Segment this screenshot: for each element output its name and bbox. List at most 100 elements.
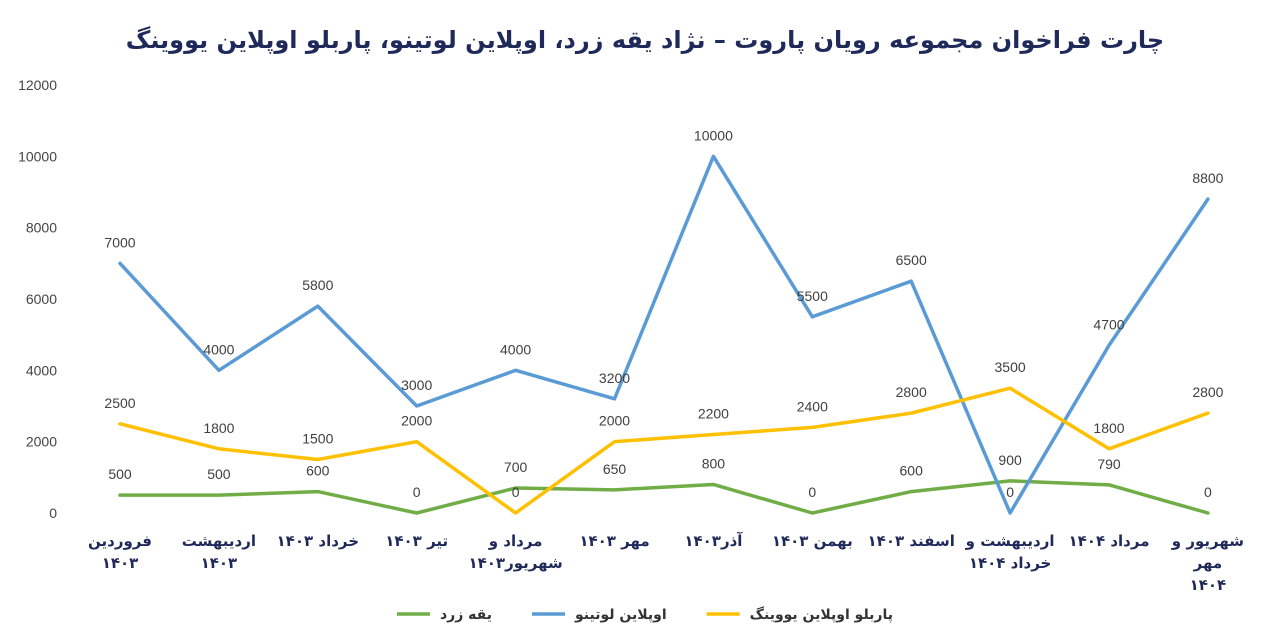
x-tick-label: خرداد ۱۴۰۳ xyxy=(277,532,360,550)
data-point xyxy=(1008,511,1012,515)
legend-label: پاربلو اوپلاین یووینگ xyxy=(750,606,893,623)
x-axis: فروردین ۱۴۰۳ اردیبهشت ۱۴۰۳ خرداد ۱۴۰۳ تیر ۱۴۰… xyxy=(88,532,1244,594)
x-tick-label-line: اردیبهشت و xyxy=(965,532,1055,550)
data-point xyxy=(1107,483,1111,487)
data-label: 500 xyxy=(207,466,231,482)
data-point xyxy=(415,404,419,408)
y-tick-label: 0 xyxy=(49,505,57,521)
x-tick-label-line: خرداد ۱۴۰۳ xyxy=(277,532,360,550)
data-label: 0 xyxy=(1204,484,1212,500)
x-tick-label: اسفند ۱۴۰۳ xyxy=(868,532,955,550)
data-label: 5800 xyxy=(302,277,333,293)
data-label: 800 xyxy=(702,455,726,471)
data-point xyxy=(711,154,715,158)
chart-title: چارت فراخوان مجموعه رویان پاروت – نژاد ی… xyxy=(126,26,1164,54)
data-label: 5500 xyxy=(797,288,828,304)
x-tick-label-line: اردیبهشت xyxy=(182,532,256,550)
legend-label: یقه زرد xyxy=(440,607,492,623)
data-point xyxy=(909,279,913,283)
data-point xyxy=(514,511,518,515)
y-tick-label: 12000 xyxy=(18,77,57,93)
data-point xyxy=(1206,511,1210,515)
data-point xyxy=(810,425,814,429)
data-label: 2400 xyxy=(797,398,828,414)
data-label: 8800 xyxy=(1192,170,1223,186)
data-point xyxy=(118,493,122,497)
x-tick-label-line: تیر ۱۴۰۳ xyxy=(385,532,448,550)
data-label: 6500 xyxy=(896,252,927,268)
data-label: 4000 xyxy=(500,341,531,357)
x-tick-label: مرداد و شهریور۱۴۰۳ xyxy=(468,532,562,572)
y-axis: 0 2000 4000 6000 8000 10000 12000 xyxy=(18,77,57,521)
x-tick-label-line: ۱۴۰۳ xyxy=(102,554,139,572)
data-point xyxy=(415,511,419,515)
data-point xyxy=(1008,479,1012,483)
x-tick-label-line: ۱۴۰۴ xyxy=(1190,576,1227,594)
x-tick-label-line: مرداد ۱۴۰۴ xyxy=(1068,532,1149,550)
data-point xyxy=(810,315,814,319)
data-point xyxy=(118,422,122,426)
x-tick-label: فروردین ۱۴۰۳ xyxy=(88,532,152,572)
data-point xyxy=(415,440,419,444)
data-point xyxy=(613,440,616,444)
y-tick-label: 8000 xyxy=(26,220,57,236)
data-point xyxy=(909,411,913,415)
legend-label: اوپلاین لوتینو xyxy=(574,607,667,623)
series-line xyxy=(118,154,1210,515)
data-label: 1500 xyxy=(302,431,333,447)
x-tick-label-line: ۱۴۰۳ xyxy=(201,554,238,572)
data-label: 3000 xyxy=(401,377,432,393)
data-label: 650 xyxy=(603,461,627,477)
data-label: 3500 xyxy=(995,359,1026,375)
data-point xyxy=(909,490,913,494)
x-tick-label-line: شهریور و xyxy=(1171,532,1244,550)
data-point xyxy=(118,261,122,265)
x-tick-label: بهمن ۱۴۰۳ xyxy=(772,532,853,550)
data-point xyxy=(613,397,616,401)
x-tick-label: شهریور و مهر ۱۴۰۴ xyxy=(1171,532,1244,594)
data-label: 4000 xyxy=(203,341,234,357)
data-label: 1800 xyxy=(203,420,234,436)
data-point xyxy=(316,490,320,494)
x-tick-label-line: خرداد ۱۴۰۴ xyxy=(969,554,1052,572)
data-labels: 500 500 600 0 700 650 800 0 600 900 790 0 7000 4000 58… xyxy=(104,127,1223,500)
data-point xyxy=(1206,411,1210,415)
y-tick-label: 4000 xyxy=(26,362,57,378)
data-point xyxy=(514,486,518,490)
data-label: 0 xyxy=(808,484,816,500)
data-label: 7000 xyxy=(104,234,135,250)
x-tick-label-line: بهمن ۱۴۰۳ xyxy=(772,532,853,550)
x-tick-label-line: آذر۱۴۰۳ xyxy=(684,532,743,550)
data-label: 700 xyxy=(504,459,528,475)
data-label: 0 xyxy=(413,484,421,500)
data-label: 2500 xyxy=(104,395,135,411)
data-point xyxy=(810,511,814,515)
data-label: 2000 xyxy=(401,413,432,429)
x-tick-label: آذر۱۴۰۳ xyxy=(684,532,743,550)
data-point xyxy=(1008,386,1012,390)
y-tick-label: 6000 xyxy=(26,291,57,307)
x-tick-label: اردیبهشت ۱۴۰۳ xyxy=(182,532,256,572)
data-label: 3200 xyxy=(599,370,630,386)
data-point xyxy=(711,433,715,437)
x-tick-label: مرداد ۱۴۰۴ xyxy=(1068,532,1149,550)
data-label: 500 xyxy=(108,466,132,482)
data-point xyxy=(613,488,616,492)
x-tick-label: اردیبهشت و خرداد ۱۴۰۴ xyxy=(965,532,1055,572)
data-label: 2200 xyxy=(698,406,729,422)
x-tick-label-line: مهر xyxy=(1193,554,1223,572)
x-tick-label-line: مرداد و xyxy=(488,532,543,550)
x-tick-label-line: اسفند ۱۴۰۳ xyxy=(868,532,955,550)
data-label: 4700 xyxy=(1093,316,1124,332)
data-label: 2800 xyxy=(896,384,927,400)
x-tick-label: مهر ۱۴۰۳ xyxy=(579,532,649,550)
data-point xyxy=(1107,447,1111,451)
x-tick-label-line: شهریور۱۴۰۳ xyxy=(468,554,562,572)
data-point xyxy=(1107,343,1111,347)
data-label: 0 xyxy=(1006,484,1014,500)
data-label: 790 xyxy=(1097,456,1121,472)
y-tick-label: 10000 xyxy=(18,148,57,164)
data-point xyxy=(217,368,221,372)
data-label: 2000 xyxy=(599,413,630,429)
